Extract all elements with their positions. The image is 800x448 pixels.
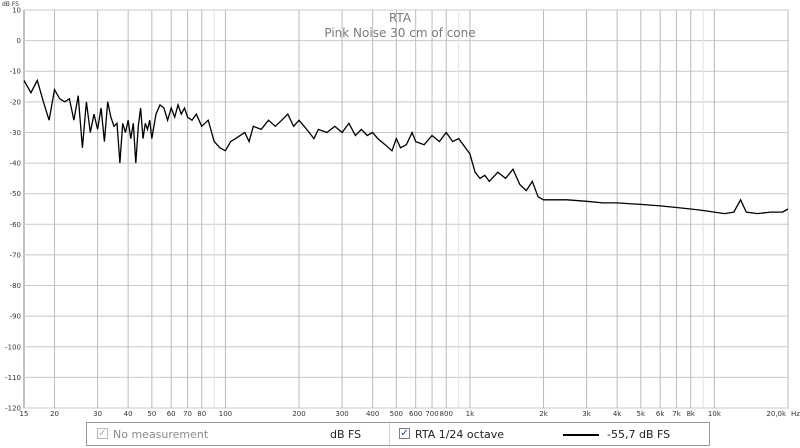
rta-chart: 100-10-20-30-40-50-60-70-80-90-100-110-1… — [2, 1, 800, 418]
rta-label: RTA 1/24 octave — [415, 428, 505, 441]
chart-title: RTA — [389, 11, 412, 25]
x-axis-unit: Hz — [791, 410, 800, 418]
x-tick-label: 60 — [167, 410, 176, 418]
x-tick-label: 70 — [183, 410, 192, 418]
x-tick-label: 6k — [656, 410, 665, 418]
x-tick-labels: 15 20 30 40 50 60 70 80 100 200 300 400 500 600 700 800… — [20, 410, 787, 418]
x-tick-label: 5k — [637, 410, 646, 418]
x-tick-label: 4k — [613, 410, 622, 418]
chart-subtitle: Pink Noise 30 cm of cone — [324, 26, 475, 40]
y-tick-label: -110 — [5, 374, 21, 382]
plot-area — [23, 9, 789, 409]
x-gridlines — [54, 10, 789, 408]
rta-checkbox[interactable]: ✓ — [399, 428, 410, 439]
y-tick-label: 0 — [17, 37, 21, 45]
y-tick-label: -10 — [10, 68, 21, 76]
y-tick-label: -50 — [10, 190, 21, 198]
y-tick-label: -60 — [10, 221, 21, 229]
x-tick-label: 80 — [197, 410, 206, 418]
legend-bar: ✓ No measurement dB FS ✓ RTA 1/24 octave… — [86, 422, 710, 446]
x-tick-label: 700 — [425, 410, 438, 418]
x-tick-label: 400 — [366, 410, 379, 418]
x-tick-label: 50 — [147, 410, 156, 418]
x-tick-label: 1k — [466, 410, 475, 418]
x-tick-label: 500 — [390, 410, 403, 418]
y-tick-labels: 10 0 -10 -20 -30 -40 -50 -60 -70 -80 -90 -100 -110 -1… — [5, 7, 21, 413]
no-measurement-checkbox[interactable]: ✓ — [97, 428, 108, 439]
x-tick-label: 30 — [93, 410, 102, 418]
trace-color-swatch — [563, 434, 599, 436]
no-measurement-label: No measurement — [113, 428, 209, 441]
x-tick-label: 10k — [708, 410, 722, 418]
x-tick-label: 7k — [672, 410, 681, 418]
y-tick-label: -30 — [10, 129, 21, 137]
y-tick-label: -100 — [5, 343, 21, 351]
y-tick-label: -80 — [10, 282, 21, 290]
y-tick-label: 10 — [12, 7, 21, 15]
y-gridlines — [24, 9, 788, 409]
x-tick-label: 20 — [50, 410, 59, 418]
unit-label: dB FS — [330, 428, 362, 441]
x-tick-label: 800 — [440, 410, 453, 418]
x-tick-label: 8k — [686, 410, 695, 418]
x-tick-label: 200 — [292, 410, 305, 418]
y-tick-label: -20 — [10, 98, 21, 106]
x-tick-label: 2k — [539, 410, 548, 418]
y-tick-label: -120 — [5, 405, 21, 413]
y-axis-unit: dB FS — [2, 1, 19, 8]
x-tick-label: 3k — [582, 410, 591, 418]
x-tick-label: 40 — [124, 410, 133, 418]
readout-value: -55,7 dB FS — [607, 428, 671, 441]
x-tick-label: 600 — [409, 410, 422, 418]
legend-separator — [389, 423, 390, 445]
x-tick-label: 20,0k — [766, 410, 787, 418]
y-tick-label: -70 — [10, 251, 21, 259]
x-tick-label: 100 — [219, 410, 232, 418]
y-tick-label: -40 — [10, 160, 21, 168]
rta-trace — [23, 78, 789, 215]
x-tick-label: 15 — [20, 410, 29, 418]
x-tick-label: 300 — [335, 410, 348, 418]
y-tick-label: -90 — [10, 313, 21, 321]
